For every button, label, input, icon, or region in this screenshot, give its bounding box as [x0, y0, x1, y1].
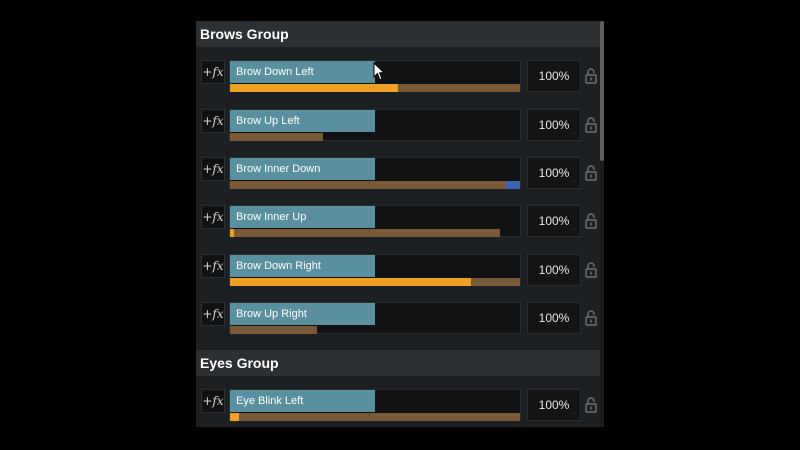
slider-track [230, 181, 520, 189]
blendshape-row: +fx Brow Down Left 100% [196, 60, 600, 94]
blendshape-row: +fx Brow Down Right 100% [196, 254, 600, 288]
fx-button[interactable]: +fx [201, 60, 225, 84]
slider-end-marker [506, 181, 520, 189]
slider-track [230, 326, 317, 334]
blendshape-row: +fx Brow Up Left 100% [196, 109, 600, 143]
slider-label-background: Brow Inner Down [230, 158, 375, 180]
slider-label: Brow Down Left [236, 66, 314, 78]
percent-value[interactable]: 100% [527, 302, 581, 334]
fx-button[interactable]: +fx [201, 302, 225, 326]
blendshape-row: +fx Brow Inner Down 100% [196, 157, 600, 191]
slider-label: Brow Inner Down [236, 163, 321, 175]
slider-track [230, 133, 323, 141]
blendshape-slider[interactable]: Brow Down Right [229, 254, 521, 286]
slider-label-background: Eye Blink Left [230, 390, 375, 412]
percent-value[interactable]: 100% [527, 205, 581, 237]
slider-label-background: Brow Down Right [230, 255, 375, 277]
blendshape-slider[interactable]: Eye Blink Left [229, 389, 521, 421]
mouse-pointer-icon [373, 62, 386, 81]
group-header: Eyes Group [196, 350, 600, 376]
blendshape-row: +fx Eye Blink Left 100% [196, 389, 600, 423]
percent-value[interactable]: 100% [527, 109, 581, 141]
blendshape-slider[interactable]: Brow Up Right [229, 302, 521, 334]
slider-label-background: Brow Up Right [230, 303, 375, 325]
blendshape-row: +fx Brow Inner Up 100% [196, 205, 600, 239]
unlock-icon[interactable] [585, 68, 597, 84]
unlock-icon[interactable] [585, 262, 597, 278]
slider-label-background: Brow Down Left [230, 61, 375, 83]
slider-label-background: Brow Inner Up [230, 206, 375, 228]
group-header: Brows Group [196, 21, 600, 47]
slider-label-background: Brow Up Left [230, 110, 375, 132]
slider-fill [230, 84, 398, 92]
scrollbar[interactable] [600, 21, 604, 427]
percent-value[interactable]: 100% [527, 254, 581, 286]
percent-value[interactable]: 100% [527, 157, 581, 189]
unlock-icon[interactable] [585, 397, 597, 413]
slider-label: Eye Blink Left [236, 395, 304, 407]
scrollbar-thumb[interactable] [600, 21, 604, 161]
slider-track [230, 413, 520, 421]
slider-label: Brow Up Left [236, 115, 300, 127]
percent-value[interactable]: 100% [527, 60, 581, 92]
unlock-icon[interactable] [585, 165, 597, 181]
slider-fill [230, 229, 234, 237]
slider-fill [230, 413, 239, 421]
slider-label: Brow Inner Up [236, 211, 307, 223]
percent-value[interactable]: 100% [527, 389, 581, 421]
unlock-icon[interactable] [585, 117, 597, 133]
blendshape-slider[interactable]: Brow Inner Down [229, 157, 521, 189]
fx-button[interactable]: +fx [201, 109, 225, 133]
blendshape-row: +fx Brow Up Right 100% [196, 302, 600, 336]
fx-button[interactable]: +fx [201, 389, 225, 413]
unlock-icon[interactable] [585, 310, 597, 326]
fx-button[interactable]: +fx [201, 254, 225, 278]
fx-button[interactable]: +fx [201, 205, 225, 229]
slider-track [230, 229, 500, 237]
fx-button[interactable]: +fx [201, 157, 225, 181]
blendshape-panel: Brows Group +fx Brow Down Left 100% +fx Brow … [196, 21, 604, 427]
slider-label: Brow Down Right [236, 260, 321, 272]
unlock-icon[interactable] [585, 213, 597, 229]
slider-label: Brow Up Right [236, 308, 307, 320]
slider-fill [230, 278, 471, 286]
blendshape-slider[interactable]: Brow Inner Up [229, 205, 521, 237]
blendshape-slider[interactable]: Brow Up Left [229, 109, 521, 141]
